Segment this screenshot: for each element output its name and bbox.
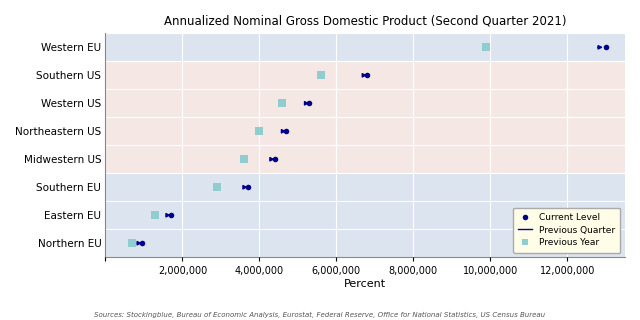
Bar <box>106 117 640 145</box>
Bar <box>106 201 640 229</box>
Bar <box>106 145 640 173</box>
X-axis label: Percent: Percent <box>344 279 387 289</box>
Title: Annualized Nominal Gross Domestic Product (Second Quarter 2021): Annualized Nominal Gross Domestic Produc… <box>164 15 566 28</box>
Bar <box>106 33 640 61</box>
Legend: Current Level, Previous Quarter, Previous Year: Current Level, Previous Quarter, Previou… <box>513 208 621 253</box>
Bar <box>106 89 640 117</box>
Bar <box>106 61 640 89</box>
Text: Sources: Stockingblue, Bureau of Economic Analysis, Eurostat, Federal Reserve, O: Sources: Stockingblue, Bureau of Economi… <box>95 312 545 318</box>
Bar <box>106 229 640 257</box>
Bar <box>106 173 640 201</box>
